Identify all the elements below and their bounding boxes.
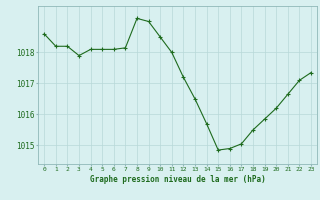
X-axis label: Graphe pression niveau de la mer (hPa): Graphe pression niveau de la mer (hPa): [90, 175, 266, 184]
